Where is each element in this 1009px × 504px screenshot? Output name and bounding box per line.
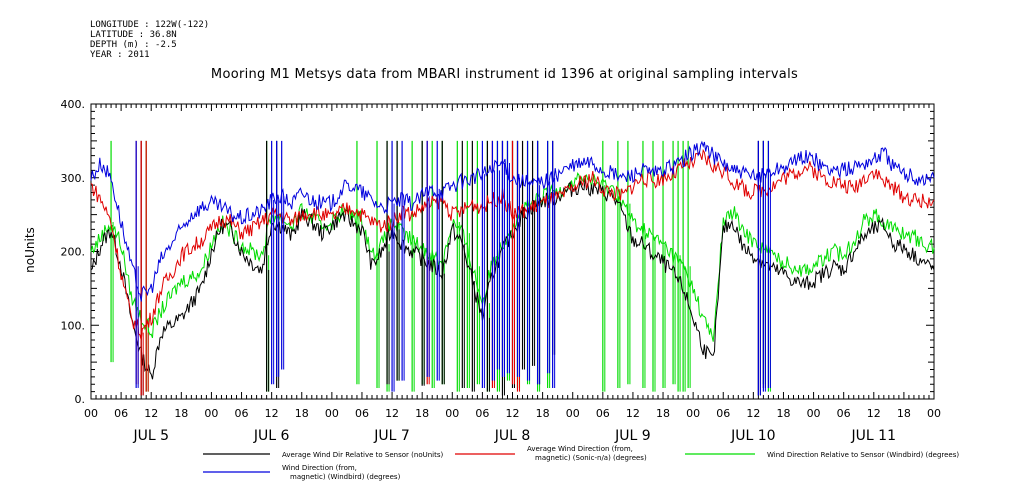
x-tick-label: 18 [656, 407, 670, 420]
x-tick-label: 12 [144, 407, 158, 420]
x-day-label: JUL 9 [614, 428, 651, 444]
y-tick-label: 100. [61, 319, 86, 332]
legend-label: Average Wind Dir Relative to Sensor (noU… [282, 451, 443, 459]
x-tick-label: 06 [355, 407, 369, 420]
x-tick-label: 00 [84, 407, 98, 420]
x-tick-label: 12 [385, 407, 399, 420]
x-tick-label: 06 [235, 407, 249, 420]
x-day-label: JUL 7 [373, 428, 410, 444]
chart-title: Mooring M1 Metsys data from MBARI instru… [210, 67, 799, 82]
x-tick-label: 00 [807, 407, 821, 420]
x-tick-label: 06 [596, 407, 610, 420]
x-tick-label: 00 [927, 407, 941, 420]
y-tick-label: 300. [61, 172, 86, 185]
x-tick-label: 12 [746, 407, 760, 420]
y-tick-label: 400. [61, 98, 86, 111]
legend-label: Wind Direction Relative to Sensor (Windb… [767, 451, 959, 459]
x-tick-label: 06 [475, 407, 489, 420]
year-text: YEAR : 2011 [90, 50, 150, 60]
legend-label-line2: magnetic) (Sonic-n/a) (degrees) [535, 454, 647, 462]
latitude-text: LATITUDE : 36.8N [90, 30, 177, 40]
x-tick-label: 00 [566, 407, 580, 420]
x-tick-label: 18 [897, 407, 911, 420]
x-tick-label: 12 [867, 407, 881, 420]
x-day-label: JUL 8 [494, 428, 531, 444]
x-tick-label: 18 [295, 407, 309, 420]
x-day-label: JUL 6 [253, 428, 290, 444]
x-day-label: JUL 5 [132, 428, 169, 444]
y-tick-label: 0. [75, 393, 86, 406]
x-tick-label: 18 [415, 407, 429, 420]
x-day-label: JUL 11 [851, 428, 896, 444]
x-tick-label: 06 [114, 407, 128, 420]
x-tick-label: 12 [265, 407, 279, 420]
x-tick-label: 06 [837, 407, 851, 420]
longitude-text: LONGITUDE : 122W(-122) [90, 20, 210, 30]
metadata-block: LONGITUDE : 122W(-122) LATITUDE : 36.8N DE… [90, 20, 209, 60]
y-tick-label: 200. [61, 246, 86, 259]
legend-label: Average Wind Direction (from, [527, 445, 633, 453]
x-tick-label: 00 [686, 407, 700, 420]
x-day-label: JUL 10 [730, 428, 775, 444]
x-tick-label: 18 [536, 407, 550, 420]
x-tick-label: 18 [174, 407, 188, 420]
legend-label-line2: magnetic) (Windbird) (degrees) [290, 473, 401, 481]
x-tick-label: 00 [325, 407, 339, 420]
x-tick-label: 18 [776, 407, 790, 420]
series-line [90, 140, 935, 302]
x-tick-label: 00 [204, 407, 218, 420]
x-tick-label: 06 [716, 407, 730, 420]
x-tick-label: 12 [506, 407, 520, 420]
legend-label: Wind Direction (from, [282, 464, 357, 472]
x-tick-label: 12 [626, 407, 640, 420]
x-tick-label: 00 [445, 407, 459, 420]
depth-text: DEPTH (m) : -2.5 [90, 40, 177, 50]
